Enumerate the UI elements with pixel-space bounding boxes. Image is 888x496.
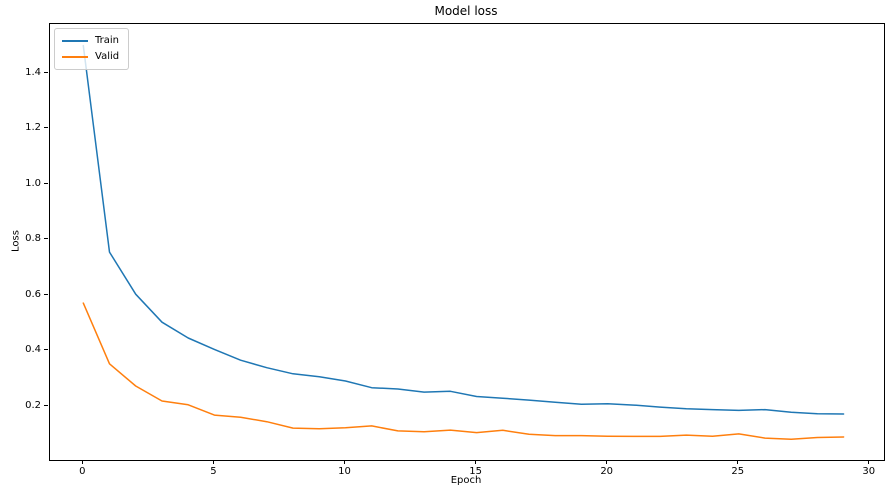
y-tick-mark xyxy=(44,349,48,350)
y-tick-mark xyxy=(44,238,48,240)
legend-label-valid: Valid xyxy=(95,51,120,62)
y-tick-label: 0.2 xyxy=(25,399,41,411)
x-tick-label: 20 xyxy=(600,466,614,477)
plot-area: Train Valid xyxy=(49,23,885,461)
y-tick-mark xyxy=(44,404,48,406)
y-tick-mark xyxy=(44,182,48,184)
y-tick-mark xyxy=(44,293,48,295)
loss-curves xyxy=(82,44,845,440)
y-tick-mark xyxy=(44,71,48,73)
x-tick-mark xyxy=(344,460,345,464)
x-tick-mark xyxy=(606,460,608,464)
x-tick-label: 0 xyxy=(79,466,86,477)
y-tick-label: 0.6 xyxy=(25,288,41,300)
x-tick-mark xyxy=(212,460,214,464)
train-loss-line xyxy=(82,44,845,415)
x-tick-label: 30 xyxy=(862,466,876,477)
legend-item-valid: Valid xyxy=(62,50,119,64)
x-tick-label: 25 xyxy=(731,466,745,477)
x-tick-label: 10 xyxy=(338,466,351,477)
x-tick-mark xyxy=(475,460,477,464)
y-tick-label: 1.0 xyxy=(25,177,41,189)
x-tick-mark xyxy=(868,460,870,464)
y-tick-label: 0.4 xyxy=(25,344,41,355)
y-tick-label: 1.2 xyxy=(25,122,41,134)
x-tick-mark xyxy=(81,460,83,464)
x-tick-label: 5 xyxy=(210,466,217,477)
x-tick-mark xyxy=(737,460,739,464)
chart-title: Model loss xyxy=(434,4,498,18)
legend-label-train: Train xyxy=(95,35,119,46)
valid-loss-line xyxy=(82,302,845,440)
y-axis-label: Loss xyxy=(10,230,22,252)
legend-item-train: Train xyxy=(62,34,119,48)
train-line-swatch xyxy=(62,40,88,42)
x-tick-label: 15 xyxy=(469,466,482,477)
valid-line-swatch xyxy=(62,56,88,58)
x-axis-label: Epoch xyxy=(450,475,482,486)
y-tick-label: 0.8 xyxy=(25,233,41,245)
y-tick-label: 1.4 xyxy=(25,66,41,78)
legend: Train Valid xyxy=(54,28,130,70)
y-tick-mark xyxy=(44,127,48,129)
